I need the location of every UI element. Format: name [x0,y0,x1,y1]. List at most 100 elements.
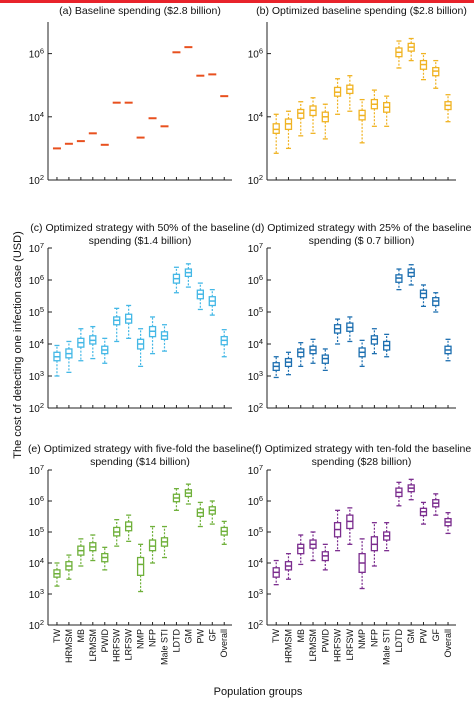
y-tick-label: 104 [248,110,263,124]
box-gm [184,483,193,505]
category-label: HRFSW [112,629,122,662]
category-label: LRFSW [345,628,355,660]
box-pw [196,282,204,311]
box-male-sti [383,522,391,552]
y-tick-label: 106 [29,273,44,287]
y-tick-label: 102 [29,401,44,415]
box-gf [432,292,440,313]
panel-c-title-line-1: (c) Optimized strategy with 50% of the b… [30,222,250,234]
category-label: TW [52,629,62,643]
box-gm [407,37,415,62]
box-male-sti [160,324,169,352]
box-mb [77,538,85,567]
panel-b-title: (b) Optimized baseline spending ($2.8 bi… [256,5,467,17]
box-overall [444,94,452,123]
category-label: HRFSW [333,629,343,662]
box-lrfsw [124,304,133,340]
box-nfp [148,525,157,564]
box-mb [297,534,305,566]
iqr-box [272,123,280,134]
panel-f-title-line-2: spending ($28 billion) [312,456,412,468]
category-label: PWID [100,629,110,653]
box-mb [297,342,305,368]
box-overall [444,338,452,362]
box-pw [419,284,428,308]
top-accent-bar [0,0,474,3]
box-male-sti [383,333,391,358]
box-ldtd [172,488,181,511]
box-tw [272,113,280,154]
panel-c-title-line-2: spending ($1.4 billion) [89,235,192,247]
panel-d-title-line-2: spending ($ 0.7 billion) [309,235,415,247]
box-tw [53,562,61,587]
box-ldtd [395,268,403,291]
box-lrmsm [89,325,97,360]
category-label: LRMSM [308,629,318,662]
category-label: GF [431,628,441,641]
category-label: Male STI [382,629,392,665]
box-pwid [321,348,329,372]
panel-e-title-line-2: spending ($14 billion) [90,456,190,468]
box-lrmsm [309,531,317,562]
box-hrfsw [333,78,342,115]
y-tick-label: 107 [248,463,263,477]
box-lrfsw [346,507,354,545]
box-gf [208,288,216,316]
box-tw [272,356,280,379]
box-nfp [148,316,157,355]
box-nmp [358,538,366,590]
y-tick-label: 104 [29,337,44,351]
box-hrfsw [333,318,342,345]
panel-c: (c) Optimized strategy with 50% of the b… [29,222,250,415]
y-tick-label: 102 [248,173,263,187]
box-nmp [136,328,145,368]
category-label: NMP [136,629,146,649]
category-label: PWID [320,629,330,653]
box-nfp [370,89,379,127]
y-tick-label: 103 [29,369,44,383]
category-label: Overall [443,629,453,658]
box-lrmsm [309,97,317,134]
box-gf [208,500,216,525]
box-hrmsm [65,554,73,580]
y-tick-label: 104 [248,556,263,570]
y-tick-label: 103 [29,587,44,601]
y-tick-label: 102 [29,618,44,632]
y-tick-label: 107 [29,241,44,255]
y-tick-label: 102 [248,618,263,632]
y-tick-label: 104 [29,110,44,124]
box-nfp [370,328,379,355]
category-label: GM [183,629,193,644]
panel-a-title: (a) Baseline spending ($2.8 billion) [59,5,221,17]
category-label: TW [271,629,281,643]
box-nmp [358,339,366,368]
box-lrfsw [346,75,354,112]
iqr-box [297,543,305,555]
category-label: NMP [357,629,367,649]
y-tick-label: 105 [248,525,263,539]
y-tick-label: 104 [248,337,263,351]
panel-e-title-line-1: (e) Optimized strategy with five-fold th… [28,443,252,455]
box-hrmsm [284,110,293,150]
box-gf [432,59,440,89]
x-axis-label: Population groups [214,686,303,698]
box-pw [419,52,428,81]
y-tick-label: 104 [29,556,44,570]
y-tick-label: 106 [29,47,44,61]
category-label: NFP [148,629,158,647]
panel-d: (d) Optimized strategy with 25% of the b… [248,222,472,415]
y-tick-label: 106 [248,47,263,61]
category-label: NFP [369,629,379,647]
box-lrmsm [309,338,317,364]
y-axis-label: The cost of detecting one infection case… [12,231,24,458]
box-ldtd [172,266,181,294]
category-label: MB [296,629,306,643]
box-gf [432,493,440,516]
box-lrmsm [89,534,97,562]
panels: (a) Baseline spending ($2.8 billion) 102 1… [28,5,472,665]
box-hrmsm [284,351,293,376]
box-gm [407,478,415,501]
category-label: HRMSM [283,629,293,663]
category-label: LDTD [171,629,181,653]
